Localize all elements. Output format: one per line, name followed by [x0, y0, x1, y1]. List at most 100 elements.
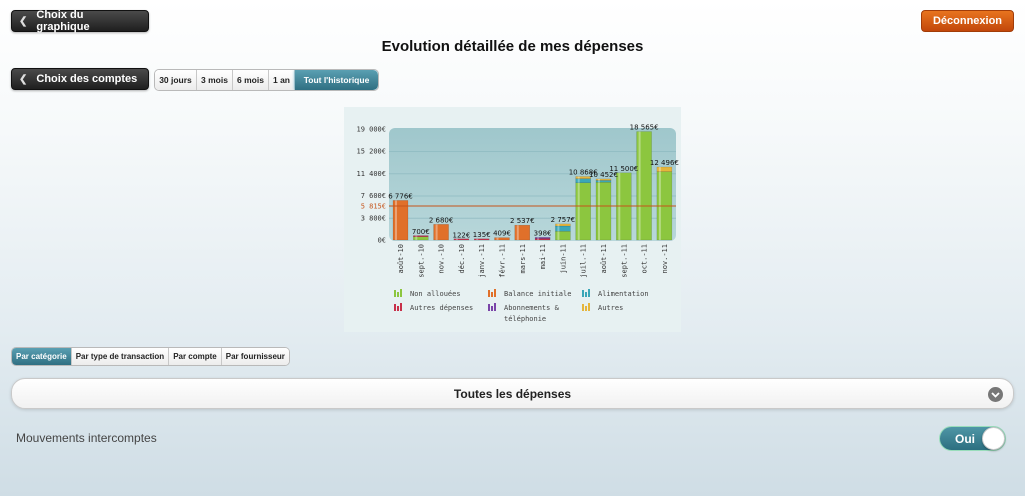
legend-swatch-bar — [582, 290, 584, 297]
bar-highlight — [435, 224, 438, 240]
x-tick-label: août-11 — [600, 244, 608, 274]
legend-label: Abonnements & téléphonie — [504, 304, 560, 323]
legend-label-line: Abonnements & — [504, 304, 560, 312]
interaccount-toggle[interactable]: Oui — [939, 426, 1006, 451]
legend-label: Autres dépenses — [410, 304, 473, 312]
tab-period-all-history[interactable]: Tout l'historique — [295, 70, 378, 90]
legend-swatch-bar — [394, 290, 396, 297]
x-tick-label: nov.-10 — [438, 244, 446, 274]
bar-total-label: 10 452€ — [589, 171, 618, 179]
grid-line — [389, 173, 676, 175]
x-tick-label: sept.-10 — [417, 244, 425, 278]
grid-line — [389, 217, 676, 219]
legend-swatch-bar — [488, 290, 490, 297]
tab-by-transaction-type[interactable]: Par type de transaction — [71, 348, 170, 365]
back-chart-label: Choix du graphique — [36, 9, 90, 33]
bar-highlight — [598, 182, 600, 240]
legend-swatch-bar — [494, 289, 496, 297]
bar-highlight — [496, 237, 499, 240]
page-title: Evolution détaillée de mes dépenses — [381, 38, 644, 55]
y-tick-label: 11 400€ — [356, 170, 386, 178]
legend-item: Non allouées — [394, 289, 461, 298]
legend-swatch-bar — [588, 289, 590, 297]
bar-total-label: 2 537€ — [510, 217, 535, 225]
legend-swatch-bar — [394, 304, 396, 311]
tab-by-supplier[interactable]: Par fournisseur — [221, 348, 289, 365]
legend-item: Autres dépenses — [394, 303, 473, 312]
bar-highlight — [415, 236, 418, 240]
bar-highlight — [577, 176, 580, 179]
legend-swatch-bar — [585, 292, 587, 297]
bar-segment — [555, 223, 571, 227]
x-tick-label: juin-11 — [559, 244, 567, 274]
grid-line — [389, 151, 676, 152]
chevron-down-icon — [988, 387, 1003, 402]
bar-highlight — [557, 231, 560, 240]
bar-total-label: 2 680€ — [429, 216, 454, 224]
x-tick-label: juil.-11 — [580, 244, 588, 278]
tab-period-30-days[interactable]: 30 jours — [155, 70, 197, 90]
tab-period-3-months[interactable]: 3 mois — [197, 70, 233, 90]
legend-item: Balance initiale — [488, 289, 571, 298]
bar-highlight — [557, 223, 560, 226]
x-tick-label: août-10 — [397, 244, 405, 274]
reference-line-label: 5 815€ — [361, 203, 386, 211]
bar-segment — [392, 200, 409, 241]
y-tick-label: 19 000€ — [356, 126, 386, 134]
x-tick-label: nov.-11 — [661, 244, 669, 274]
bar-segment — [494, 237, 510, 241]
bar-highlight — [516, 225, 519, 240]
expense-chart: 5 815€ 0€ 3 800€ 7 600€ 11 400€ 15 200€ 19 00… — [344, 107, 681, 332]
period-selector: 30 jours 3 mois 6 mois 1 an Tout l'histo… — [154, 69, 379, 91]
bar-total-label: 122€ — [452, 231, 470, 239]
tab-period-1-year[interactable]: 1 an — [269, 70, 295, 90]
legend-swatch-bar — [582, 304, 584, 311]
bar-total-label: 18 565€ — [630, 124, 659, 132]
legend-item: Abonnements & téléphonie — [488, 303, 560, 323]
bar-total-label: 700€ — [412, 228, 430, 236]
bar-highlight — [455, 238, 458, 240]
bar-segment — [413, 235, 429, 237]
bar-highlight — [557, 225, 560, 232]
y-tick-label: 0€ — [378, 237, 386, 245]
bar-segment — [433, 224, 449, 241]
legend-label-line: téléphonie — [504, 315, 546, 323]
back-to-chart-choice-button[interactable]: ❮ Choix du graphique — [11, 9, 149, 33]
bar-segment — [514, 224, 531, 241]
bar-total-label: 398€ — [534, 230, 552, 238]
toggle-knob — [982, 427, 1005, 450]
bar-segment — [595, 178, 612, 181]
tab-by-category[interactable]: Par catégorie — [12, 348, 72, 365]
bar-segment — [453, 238, 470, 241]
legend-swatch-bar — [400, 289, 402, 297]
chevron-left-icon: ❮ — [19, 73, 28, 85]
bar-total-label: 409€ — [493, 230, 511, 238]
expense-filter-label: Toutes les dépenses — [453, 387, 572, 401]
bar-total-label: 12 496€ — [650, 159, 679, 167]
bar-highlight — [537, 238, 540, 240]
bar-segment — [656, 166, 673, 172]
expense-chart-svg: 5 815€ 0€ 3 800€ 7 600€ 11 400€ 15 200€ 19 00… — [356, 124, 679, 323]
legend-swatch-bar — [494, 303, 496, 311]
bar-highlight — [577, 182, 580, 240]
tab-by-account[interactable]: Par compte — [169, 348, 222, 365]
toggle-label: Oui — [955, 432, 975, 446]
expense-filter-select[interactable]: Toutes les dépenses — [11, 378, 1014, 409]
interaccount-movements-label: Mouvements intercomptes — [16, 431, 157, 445]
back-to-accounts-choice-button[interactable]: ❮ Choix des comptes — [11, 68, 149, 90]
logout-button[interactable]: Déconnexion — [921, 10, 1014, 32]
bar-segment — [636, 131, 652, 241]
tab-period-6-months[interactable]: 6 mois — [233, 70, 269, 90]
bar-highlight — [598, 178, 600, 181]
bar-highlight — [598, 180, 600, 183]
bar-highlight — [638, 131, 641, 240]
back-accounts-label: Choix des comptes — [36, 73, 138, 85]
legend-swatch-bar — [397, 306, 399, 311]
chevron-left-icon: ❮ — [19, 15, 28, 27]
legend-swatch-bar — [488, 304, 490, 311]
bar-total-label: 6 776€ — [388, 192, 413, 200]
grid-line — [389, 195, 676, 197]
legend-label: Non allouées — [410, 290, 461, 298]
bar-total-label: 2 757€ — [551, 216, 576, 224]
view-mode-selector: Par catégorie Par type de transaction Pa… — [11, 347, 290, 366]
